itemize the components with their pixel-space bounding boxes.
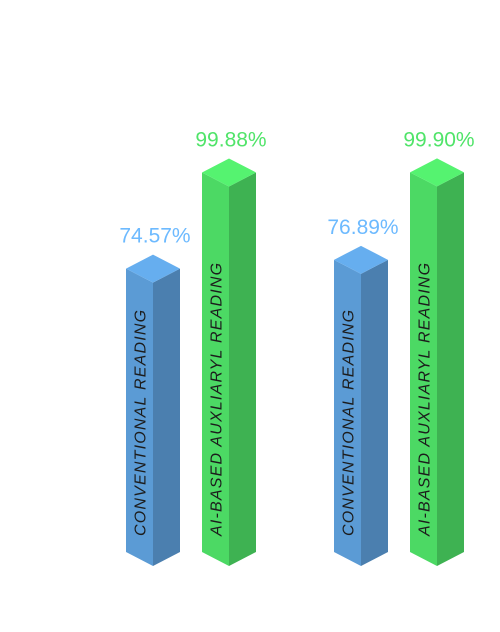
bar-name: CONVENTIONAL READING: [341, 309, 358, 536]
value-label: 74.57%: [119, 225, 190, 248]
bar-front: [410, 172, 437, 566]
bar-front: [126, 268, 153, 566]
bar-front: [202, 172, 229, 566]
bar-front: [334, 259, 361, 566]
bar: [202, 158, 256, 566]
bar: [334, 245, 388, 566]
bar-name: CONVENTIONAL READING: [133, 309, 150, 536]
value-label: 76.89%: [327, 216, 398, 239]
bar-side: [361, 259, 388, 566]
value-label: 99.90%: [403, 128, 474, 151]
bar-name: AI-BASED AUXLIARYL READING: [209, 262, 226, 537]
bar: [126, 254, 180, 566]
bar-name: AI-BASED AUXLIARYL READING: [417, 262, 434, 537]
bar-side: [229, 172, 256, 566]
bar: [410, 158, 464, 566]
bar-side: [437, 172, 464, 566]
bar-top: [126, 254, 180, 283]
bar-top: [410, 158, 464, 187]
bar-top: [334, 245, 388, 274]
bar-top: [202, 158, 256, 187]
value-label: 99.88%: [195, 128, 266, 151]
bar-side: [153, 268, 180, 566]
